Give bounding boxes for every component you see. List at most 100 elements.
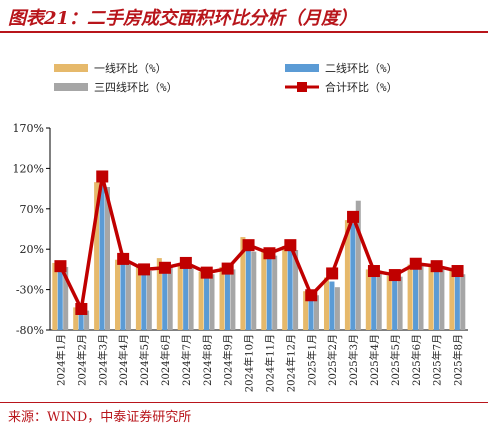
legend-swatch-1: [54, 64, 88, 72]
bar-2: [204, 272, 210, 330]
y-tick-label: 70%: [20, 203, 44, 216]
bar-3: [355, 200, 361, 330]
legend-label: 三四线环比（%）: [94, 80, 178, 94]
total-marker: [75, 302, 88, 315]
bar-1: [240, 237, 246, 330]
bar-2: [308, 294, 314, 330]
total-marker: [367, 265, 380, 278]
bar-1: [156, 258, 162, 330]
bar-2: [120, 262, 126, 330]
bar-2: [162, 263, 168, 330]
bar-1: [177, 262, 183, 330]
bar-2: [57, 266, 63, 330]
bar-1: [198, 271, 204, 330]
x-tick-label: 2025年4月: [368, 334, 381, 386]
source-divider: [0, 402, 488, 403]
bar-3: [251, 251, 257, 330]
y-tick-label: -30%: [16, 284, 44, 297]
total-marker: [326, 267, 339, 280]
chart-title: 图表21：二手房成交面积环比分析（月度）: [8, 8, 358, 29]
bar-1: [115, 259, 121, 330]
bar-3: [84, 310, 90, 330]
bar-1: [135, 266, 141, 330]
bar-3: [293, 250, 299, 330]
legend-swatch-3: [54, 83, 88, 91]
bar-3: [334, 287, 340, 330]
bar-2: [99, 184, 105, 330]
x-tick-label: 2024年3月: [96, 334, 109, 386]
x-tick-label: 2025年2月: [326, 334, 339, 386]
legend-marker: [297, 82, 307, 92]
x-tick-label: 2024年9月: [222, 334, 235, 386]
bar-3: [125, 263, 131, 330]
total-marker: [388, 269, 401, 282]
bar-2: [141, 270, 147, 330]
bar-1: [261, 251, 267, 330]
bar-1: [303, 291, 309, 330]
total-marker: [96, 170, 109, 183]
x-tick-label: 2025年6月: [410, 334, 423, 386]
bar-2: [183, 264, 189, 330]
x-tick-label: 2025年1月: [305, 334, 318, 386]
bar-2: [266, 253, 272, 330]
total-marker: [117, 252, 130, 265]
bar-1: [428, 266, 434, 330]
y-tick-label: -80%: [16, 324, 44, 337]
bar-1: [219, 266, 225, 330]
bar-3: [313, 295, 319, 330]
bar-2: [433, 267, 439, 330]
bar-3: [376, 272, 382, 330]
bar-1: [73, 307, 79, 330]
y-tick-label: 170%: [13, 122, 44, 135]
y-tick-label: 20%: [20, 243, 44, 256]
bar-3: [167, 266, 173, 330]
bar-1: [449, 270, 455, 330]
bar-1: [282, 245, 288, 330]
bar-1: [344, 220, 350, 330]
x-tick-label: 2024年6月: [159, 334, 172, 386]
bar-1: [386, 275, 392, 330]
bar-3: [63, 266, 69, 330]
x-tick-label: 2025年5月: [389, 334, 402, 386]
total-marker: [409, 257, 422, 270]
legend-label: 一线环比（%）: [94, 61, 167, 75]
bar-3: [188, 266, 194, 330]
y-tick-label: 120%: [13, 162, 44, 175]
total-marker: [54, 260, 67, 273]
bar-2: [413, 262, 419, 330]
bar-3: [460, 274, 466, 330]
legend-label: 二线环比（%）: [325, 61, 398, 75]
bar-3: [439, 266, 445, 330]
total-marker: [138, 263, 151, 276]
x-tick-label: 2024年10月: [243, 334, 256, 392]
x-tick-label: 2024年2月: [75, 334, 88, 386]
total-marker: [430, 260, 443, 273]
bar-3: [397, 276, 403, 330]
bar-1: [407, 264, 413, 330]
bar-3: [230, 269, 236, 330]
x-tick-label: 2024年12月: [284, 334, 297, 392]
x-tick-label: 2024年11月: [263, 334, 276, 392]
legend-swatch-2: [285, 64, 319, 72]
total-marker: [200, 266, 213, 279]
total-marker: [451, 265, 464, 278]
bar-2: [454, 272, 460, 330]
bar-2: [224, 268, 230, 330]
legend-label: 合计环比（%）: [325, 80, 398, 94]
total-marker: [158, 261, 171, 274]
x-tick-label: 2024年7月: [180, 334, 193, 386]
bar-3: [104, 186, 110, 330]
total-marker: [221, 262, 234, 275]
bar-1: [94, 182, 100, 330]
x-tick-label: 2025年8月: [452, 334, 465, 386]
total-marker: [179, 256, 192, 269]
chart-area: 一线环比（%） 二线环比（%） 三四线环比（%） 合计环比（%） 170% 120% 70%…: [13, 61, 468, 392]
total-marker: [263, 247, 276, 260]
total-marker: [305, 289, 318, 302]
bar-2: [78, 309, 84, 330]
bar-1: [365, 269, 371, 330]
bar-3: [418, 263, 424, 330]
total-marker: [242, 239, 255, 252]
x-tick-label: 2024年1月: [54, 334, 67, 386]
bar-1: [52, 262, 58, 330]
